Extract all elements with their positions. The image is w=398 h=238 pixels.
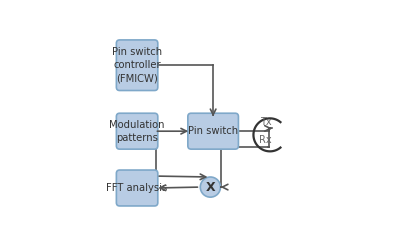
Text: Pin switch
controller
(FMICW): Pin switch controller (FMICW) [112,47,162,83]
FancyBboxPatch shape [116,113,158,149]
Text: Modulation
patterns: Modulation patterns [109,119,165,143]
Text: X: X [206,181,215,193]
Text: Pin switch: Pin switch [188,126,238,136]
FancyBboxPatch shape [188,113,238,149]
Circle shape [200,177,220,197]
FancyBboxPatch shape [116,170,158,206]
FancyBboxPatch shape [116,40,158,90]
Text: Tx: Tx [259,117,271,127]
Text: Rx: Rx [259,135,272,145]
Text: FFT analysis: FFT analysis [106,183,168,193]
